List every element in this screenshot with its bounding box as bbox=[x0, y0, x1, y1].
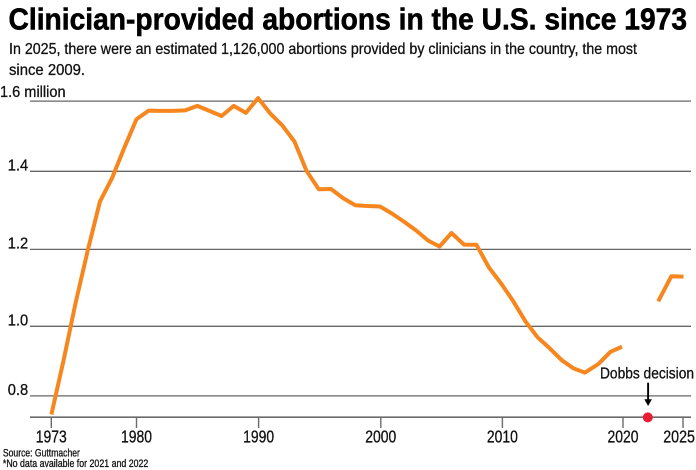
svg-text:1.2: 1.2 bbox=[8, 235, 28, 252]
svg-text:Dobbs decision: Dobbs decision bbox=[600, 366, 694, 383]
svg-text:0.8: 0.8 bbox=[8, 382, 28, 399]
svg-text:1.0: 1.0 bbox=[8, 312, 29, 329]
svg-text:1.6 million: 1.6 million bbox=[0, 84, 66, 101]
svg-text:2020: 2020 bbox=[608, 427, 639, 447]
svg-text:1.4: 1.4 bbox=[8, 157, 29, 174]
svg-text:In 2025, there were an estimat: In 2025, there were an estimated 1,126,0… bbox=[9, 41, 637, 58]
svg-text:Source: Guttmacher: Source: Guttmacher bbox=[3, 448, 80, 460]
svg-text:2010: 2010 bbox=[487, 427, 518, 447]
svg-text:since 2009.: since 2009. bbox=[9, 62, 85, 79]
svg-text:1980: 1980 bbox=[121, 427, 152, 447]
svg-text:1973: 1973 bbox=[36, 427, 67, 447]
svg-text:Clinician-provided abortions i: Clinician-provided abortions in the U.S.… bbox=[9, 2, 688, 37]
svg-text:2000: 2000 bbox=[365, 427, 396, 447]
svg-text:2025: 2025 bbox=[663, 427, 695, 447]
svg-text:*No data available for 2021 an: *No data available for 2021 and 2022 bbox=[3, 458, 148, 470]
svg-text:1990: 1990 bbox=[243, 427, 274, 447]
